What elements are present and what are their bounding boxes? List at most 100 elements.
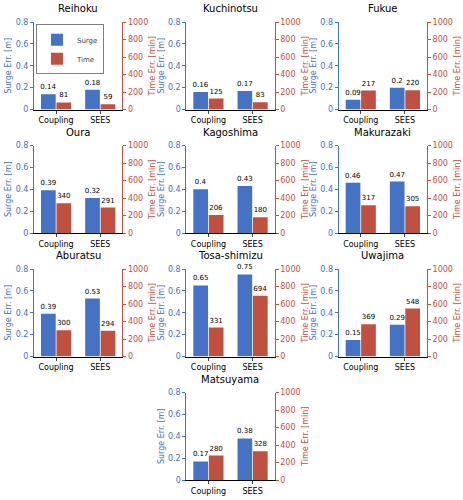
svg-text:0.4: 0.4 bbox=[16, 185, 29, 194]
svg-text:0: 0 bbox=[23, 229, 28, 238]
svg-text:600: 600 bbox=[128, 176, 143, 185]
svg-text:SEES: SEES bbox=[242, 487, 262, 496]
svg-text:Surge Err. [m]: Surge Err. [m] bbox=[157, 408, 166, 464]
svg-text:800: 800 bbox=[128, 159, 143, 168]
svg-text:0: 0 bbox=[176, 105, 181, 114]
svg-text:1000: 1000 bbox=[280, 141, 300, 150]
svg-text:0.29: 0.29 bbox=[389, 314, 405, 322]
svg-text:1000: 1000 bbox=[433, 141, 453, 150]
svg-text:0.8: 0.8 bbox=[168, 388, 181, 397]
svg-text:600: 600 bbox=[280, 300, 295, 309]
svg-text:Surge: Surge bbox=[77, 37, 97, 45]
svg-text:0.6: 0.6 bbox=[16, 40, 29, 49]
svg-text:0.65: 0.65 bbox=[193, 274, 209, 282]
svg-text:Coupling: Coupling bbox=[38, 116, 73, 125]
svg-text:Tosa-shimizu: Tosa-shimizu bbox=[198, 250, 263, 261]
svg-text:Time Err. [min]: Time Err. [min] bbox=[453, 36, 462, 96]
svg-text:0.47: 0.47 bbox=[389, 171, 405, 179]
svg-text:0.2: 0.2 bbox=[320, 330, 333, 339]
svg-text:SEES: SEES bbox=[242, 240, 262, 249]
svg-text:0.14: 0.14 bbox=[40, 83, 56, 91]
svg-text:600: 600 bbox=[128, 53, 143, 62]
svg-text:0.17: 0.17 bbox=[237, 80, 253, 88]
svg-text:0: 0 bbox=[176, 476, 181, 485]
svg-text:Surge Err. [m]: Surge Err. [m] bbox=[4, 161, 13, 217]
svg-text:0.4: 0.4 bbox=[16, 309, 29, 318]
svg-text:Uwajima: Uwajima bbox=[361, 250, 404, 261]
svg-text:200: 200 bbox=[280, 211, 295, 220]
svg-text:Time Err. [min]: Time Err. [min] bbox=[301, 283, 310, 343]
svg-text:81: 81 bbox=[59, 91, 68, 99]
svg-text:600: 600 bbox=[280, 53, 295, 62]
svg-text:0: 0 bbox=[176, 352, 181, 361]
svg-text:0.4: 0.4 bbox=[195, 178, 207, 186]
svg-text:1000: 1000 bbox=[433, 18, 453, 27]
svg-text:SEES: SEES bbox=[242, 116, 262, 125]
svg-text:0.2: 0.2 bbox=[168, 454, 181, 463]
svg-text:800: 800 bbox=[280, 159, 295, 168]
svg-text:Surge Err. [m]: Surge Err. [m] bbox=[4, 38, 13, 94]
svg-text:0: 0 bbox=[280, 229, 285, 238]
svg-text:SEES: SEES bbox=[395, 363, 415, 372]
svg-text:0: 0 bbox=[23, 105, 28, 114]
svg-text:0.15: 0.15 bbox=[345, 329, 361, 337]
svg-text:0.39: 0.39 bbox=[41, 303, 57, 311]
svg-text:0: 0 bbox=[433, 105, 438, 114]
svg-text:0.6: 0.6 bbox=[168, 410, 181, 419]
svg-text:1000: 1000 bbox=[280, 265, 300, 274]
svg-text:Coupling: Coupling bbox=[38, 240, 73, 249]
svg-text:0.43: 0.43 bbox=[237, 175, 253, 183]
svg-text:Surge Err. [m]: Surge Err. [m] bbox=[309, 161, 318, 217]
svg-text:800: 800 bbox=[433, 35, 448, 44]
svg-text:200: 200 bbox=[280, 458, 295, 467]
svg-text:Time Err. [min]: Time Err. [min] bbox=[453, 283, 462, 343]
svg-text:0.8: 0.8 bbox=[16, 141, 29, 150]
svg-text:Time Err. [min]: Time Err. [min] bbox=[453, 160, 462, 220]
svg-text:0.8: 0.8 bbox=[16, 265, 29, 274]
svg-text:694: 694 bbox=[253, 285, 267, 293]
svg-text:Coupling: Coupling bbox=[343, 363, 378, 372]
svg-text:SEES: SEES bbox=[90, 363, 110, 372]
svg-text:328: 328 bbox=[254, 440, 267, 448]
svg-text:Time Err. [min]: Time Err. [min] bbox=[148, 283, 157, 343]
svg-text:Coupling: Coupling bbox=[191, 240, 226, 249]
svg-text:0.2: 0.2 bbox=[16, 330, 29, 339]
svg-text:200: 200 bbox=[433, 335, 448, 344]
svg-text:600: 600 bbox=[433, 300, 448, 309]
svg-text:SEES: SEES bbox=[90, 240, 110, 249]
svg-text:Surge Err. [m]: Surge Err. [m] bbox=[4, 285, 13, 341]
svg-text:800: 800 bbox=[433, 282, 448, 291]
svg-text:0: 0 bbox=[328, 352, 333, 361]
svg-text:600: 600 bbox=[128, 300, 143, 309]
svg-text:SEES: SEES bbox=[90, 116, 110, 125]
svg-text:Coupling: Coupling bbox=[191, 363, 226, 372]
svg-text:Time Err. [min]: Time Err. [min] bbox=[148, 36, 157, 96]
svg-text:Surge Err. [m]: Surge Err. [m] bbox=[309, 38, 318, 94]
svg-text:400: 400 bbox=[128, 70, 143, 79]
svg-text:217: 217 bbox=[362, 80, 375, 88]
svg-text:0.8: 0.8 bbox=[168, 265, 181, 274]
svg-text:0.53: 0.53 bbox=[85, 288, 101, 296]
svg-text:Makurazaki: Makurazaki bbox=[354, 127, 411, 138]
svg-text:200: 200 bbox=[128, 88, 143, 97]
svg-text:800: 800 bbox=[280, 35, 295, 44]
svg-text:0.2: 0.2 bbox=[16, 83, 29, 92]
svg-text:Kuchinotsu: Kuchinotsu bbox=[203, 3, 258, 14]
svg-text:800: 800 bbox=[280, 282, 295, 291]
svg-text:200: 200 bbox=[433, 88, 448, 97]
svg-text:Kagoshima: Kagoshima bbox=[203, 127, 258, 138]
svg-text:300: 300 bbox=[57, 319, 70, 327]
svg-text:0.2: 0.2 bbox=[320, 207, 333, 216]
svg-text:Coupling: Coupling bbox=[343, 240, 378, 249]
svg-text:0.16: 0.16 bbox=[193, 81, 209, 89]
svg-text:400: 400 bbox=[433, 317, 448, 326]
svg-text:0.46: 0.46 bbox=[345, 172, 361, 180]
svg-text:600: 600 bbox=[280, 176, 295, 185]
svg-text:0.8: 0.8 bbox=[320, 265, 333, 274]
svg-text:206: 206 bbox=[209, 204, 223, 212]
svg-text:0.6: 0.6 bbox=[16, 287, 29, 296]
svg-text:0: 0 bbox=[280, 352, 285, 361]
svg-text:400: 400 bbox=[433, 70, 448, 79]
svg-text:125: 125 bbox=[209, 88, 222, 96]
svg-text:0: 0 bbox=[128, 352, 133, 361]
